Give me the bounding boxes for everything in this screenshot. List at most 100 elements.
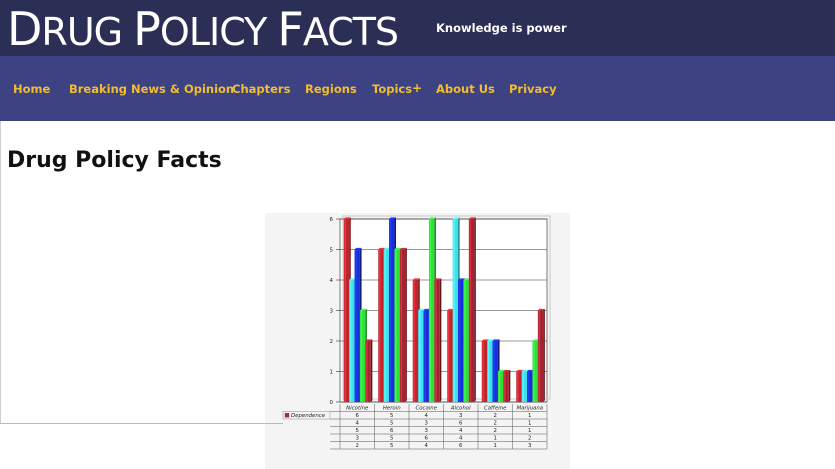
bar: [521, 371, 528, 402]
nav-breaking-news[interactable]: Breaking News & Opinion: [69, 82, 235, 96]
bar-top: [343, 217, 351, 219]
bar-top: [354, 247, 362, 250]
bar-top: [463, 278, 471, 280]
table-cell: 6: [390, 428, 394, 434]
table-cell: 4: [425, 443, 429, 449]
table-cell: 2: [356, 443, 359, 449]
bar-highlight: [538, 310, 541, 402]
bar: [481, 341, 488, 402]
nav-about-us[interactable]: About Us: [436, 82, 495, 96]
bar: [399, 249, 406, 402]
bar-highlight: [464, 280, 466, 402]
bar-top: [365, 339, 373, 341]
bar-highlight: [429, 219, 432, 402]
bar: [354, 249, 360, 402]
bar-top: [497, 369, 505, 372]
nav-privacy[interactable]: Privacy: [509, 82, 557, 96]
table-cell: 5: [356, 428, 359, 434]
bar-highlight: [533, 341, 535, 402]
bar-top: [481, 339, 489, 341]
bar: [503, 371, 509, 402]
bar-highlight: [469, 219, 472, 402]
table-cell: 5: [390, 443, 393, 449]
bar: [447, 310, 453, 402]
bar-top: [527, 369, 535, 372]
bar-highlight: [413, 280, 415, 402]
y-tick-label: 0: [330, 400, 334, 406]
table-cell: 4: [459, 428, 463, 434]
table-cell: 1: [528, 428, 531, 434]
bar-highlight: [384, 249, 386, 402]
bar-top: [487, 339, 495, 341]
bar-top: [394, 247, 402, 250]
bar-side: [508, 369, 511, 402]
divider-line: [0, 423, 283, 424]
bar: [463, 280, 469, 402]
bar-top: [452, 217, 460, 219]
bar: [458, 280, 464, 402]
table-cell: 5: [390, 436, 393, 442]
y-tick-label: 1: [330, 370, 334, 376]
bar: [343, 219, 350, 402]
bar-side: [370, 339, 373, 402]
bar: [434, 280, 440, 402]
table-cell: 3: [528, 443, 531, 449]
bar-highlight: [498, 371, 501, 402]
table-cell: 5: [390, 413, 393, 419]
bar-highlight: [418, 310, 421, 402]
bar-side: [405, 247, 407, 402]
legend-swatch: [284, 413, 290, 418]
bar: [378, 249, 384, 402]
chart-image: 0 1 2 3 4 5 6 Nicotine Heroin Cocaine Alcohol Caffe…: [265, 213, 570, 469]
bar-highlight: [360, 310, 363, 402]
bar-highlight: [458, 280, 461, 402]
bar-top: [521, 369, 529, 372]
bar: [349, 280, 355, 402]
table-cell: 3: [459, 413, 462, 419]
topics-expand-icon[interactable]: +: [412, 81, 423, 95]
bar: [428, 219, 435, 402]
nav-chapters[interactable]: Chapters: [232, 82, 291, 96]
table-cell: 4: [459, 436, 463, 442]
table-cell: 3: [356, 436, 359, 442]
bar-highlight: [366, 341, 368, 402]
bar: [389, 219, 395, 402]
bar-highlight: [453, 219, 455, 402]
bar-top: [532, 339, 540, 341]
bar-top: [349, 278, 357, 280]
table-cell: 6: [459, 421, 463, 427]
bar-top: [468, 217, 476, 219]
bar-top: [447, 308, 455, 311]
nav-home[interactable]: Home: [13, 82, 51, 96]
legend-label: Dependence: [291, 413, 326, 419]
site-header: [0, 0, 835, 56]
bar-highlight: [435, 280, 437, 402]
bar-top: [492, 339, 500, 341]
table-cell: 4: [356, 421, 360, 427]
bar-highlight: [400, 249, 403, 402]
bar-top: [516, 369, 524, 372]
bar: [359, 310, 366, 402]
bar: [516, 371, 522, 402]
table-cell: 3: [425, 428, 428, 434]
y-tick-label: 5: [330, 248, 334, 254]
site-title[interactable]: DRUG POLICY FACTS: [7, 2, 399, 59]
bar: [468, 219, 475, 402]
bar-top: [434, 278, 442, 280]
bar-highlight: [482, 341, 484, 402]
bar-side: [474, 217, 476, 402]
site-title-initial: F: [277, 2, 303, 56]
bar-top: [383, 247, 391, 250]
bar-top: [399, 247, 407, 250]
x-tick-label: Nicotine: [346, 406, 369, 412]
bar-top: [418, 308, 426, 311]
bar: [492, 341, 498, 402]
bar-highlight: [522, 371, 524, 402]
nav-regions[interactable]: Regions: [305, 82, 357, 96]
bar-side: [439, 278, 442, 402]
table-cell: 4: [425, 413, 429, 419]
y-tick-label: 6: [330, 217, 334, 223]
nav-topics[interactable]: Topics: [372, 82, 413, 96]
table-cell: 1: [528, 421, 531, 427]
